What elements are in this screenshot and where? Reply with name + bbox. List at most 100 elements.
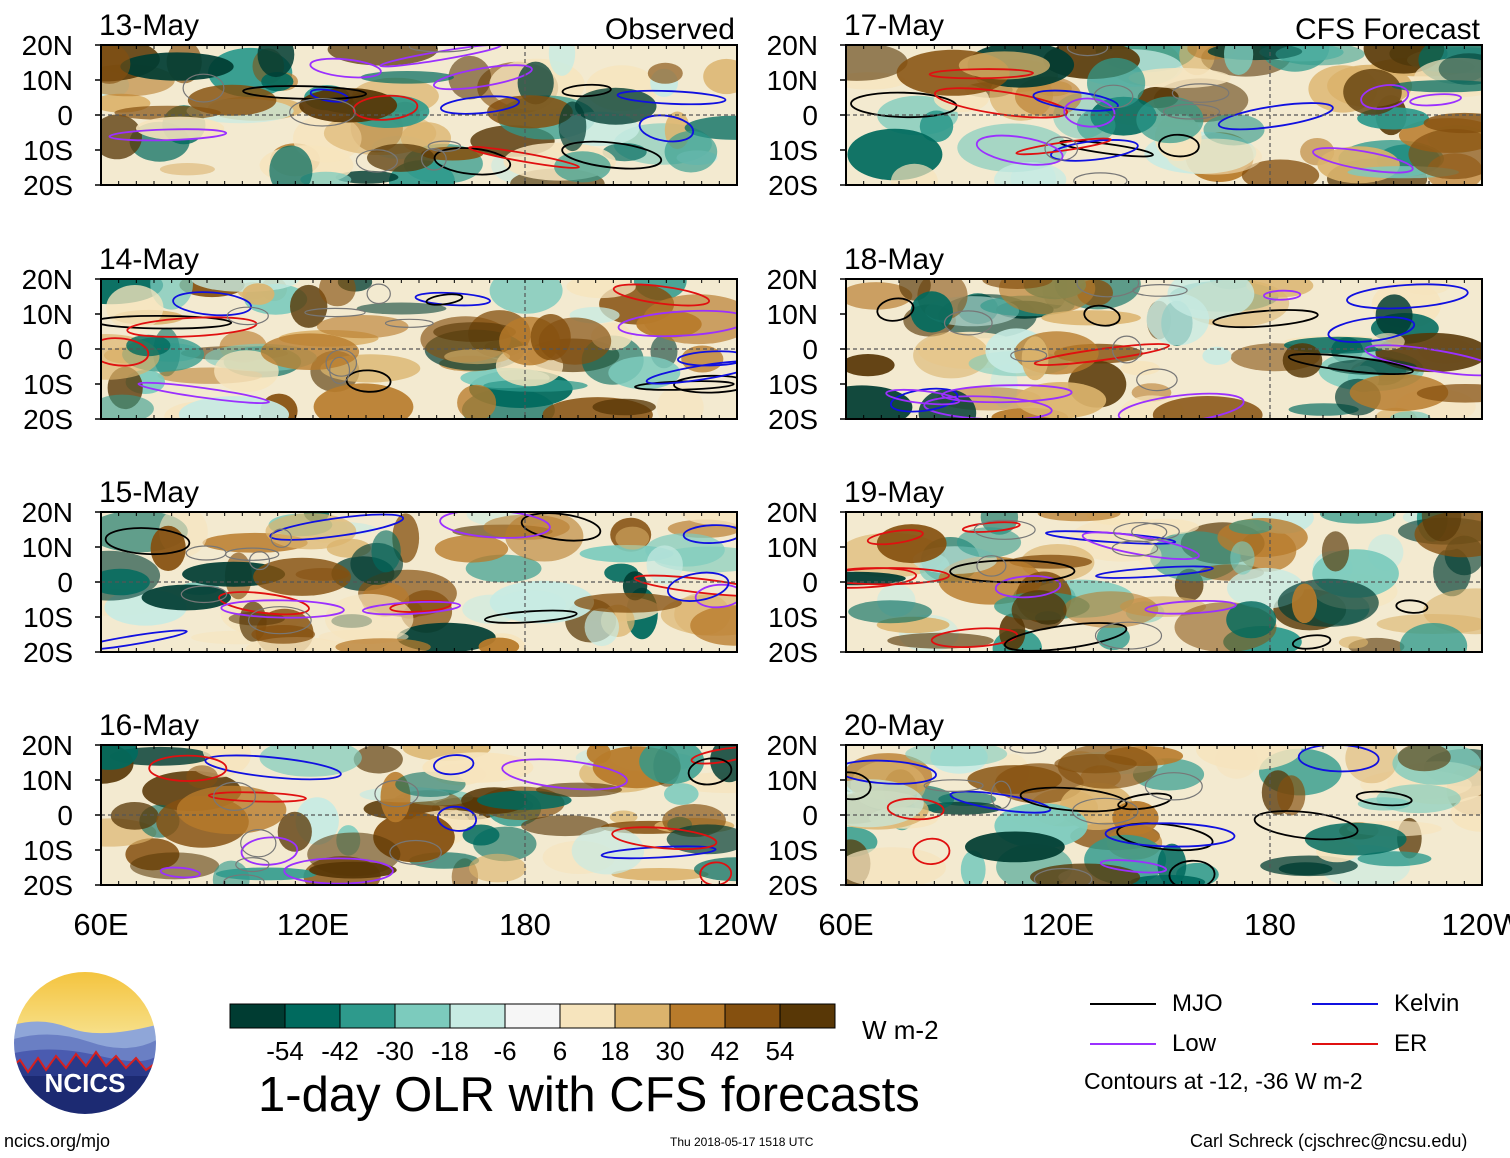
contour-line [561, 83, 612, 98]
coastline [976, 555, 1007, 577]
coastline [222, 874, 265, 885]
y-tick-label: 20S [23, 404, 73, 435]
contour-line [101, 337, 150, 367]
coastline [224, 547, 280, 561]
contour-line [1117, 792, 1173, 811]
olr-anomaly-blob [1282, 343, 1323, 378]
y-tick-label: 20S [23, 170, 73, 201]
olr-anomaly-blob [114, 105, 221, 120]
olr-anomaly-blob [353, 745, 403, 774]
coastline [427, 140, 462, 153]
coastline [990, 780, 1012, 810]
olr-anomaly-blob [1246, 279, 1314, 298]
contour-line [961, 521, 1021, 533]
coastline [226, 306, 269, 326]
olr-anomaly-blob [681, 512, 737, 526]
y-tick-label: 10N [767, 299, 818, 330]
y-tick-label: 20N [767, 30, 818, 61]
y-tick-label: 20N [767, 497, 818, 528]
contour-line [1050, 139, 1139, 162]
olr-anomaly-blob [186, 765, 219, 789]
olr-anomaly-blob [307, 832, 401, 877]
colorbar-label: 42 [711, 1036, 740, 1066]
olr-anomaly-blob [1041, 310, 1141, 326]
olr-anomaly-blob [887, 632, 994, 649]
coastline [1144, 772, 1203, 801]
contour-line [687, 757, 733, 786]
contour-line [1083, 304, 1121, 327]
olr-field [101, 512, 737, 652]
x-tick-label: 60E [818, 907, 873, 942]
colorbar-swatch [614, 1003, 671, 1029]
y-tick-label: 10S [768, 135, 818, 166]
colorbar-swatch [394, 1003, 451, 1029]
logo-text: NCICS [45, 1068, 126, 1098]
footer-url[interactable]: ncics.org/mjo [4, 1131, 111, 1151]
contour-line [885, 388, 961, 406]
olr-anomaly-blob [448, 55, 492, 100]
olr-anomaly-blob [1215, 745, 1258, 779]
coastline [973, 519, 1036, 540]
contour-line [930, 627, 1019, 648]
legend-er-swatch [1312, 1043, 1378, 1045]
contour-line [204, 754, 342, 781]
panel-date-label: 14-May [99, 243, 199, 276]
contour-line [242, 85, 367, 100]
olr-anomaly-blob [1146, 293, 1210, 346]
olr-anomaly-blob [1391, 80, 1482, 93]
contour-line [886, 797, 945, 821]
contour-line [1104, 822, 1236, 848]
contour-line [1212, 309, 1319, 329]
olr-anomaly-blob [919, 110, 954, 143]
colorbar-units: W m-2 [862, 1015, 939, 1045]
coastline [923, 779, 984, 792]
contour-line [101, 629, 188, 652]
colorbar-label: -42 [321, 1036, 359, 1066]
coastline [182, 73, 225, 103]
olr-anomaly-blob [319, 279, 356, 307]
olr-anomaly-blob [457, 384, 497, 419]
coastline [1044, 136, 1079, 161]
olr-anomaly-blob [1357, 851, 1432, 867]
y-tick-label: 10S [768, 835, 818, 866]
y-tick-label: 20N [22, 264, 73, 295]
panel-17-May: 17-May CFS Forecast 20N 10N 0 10S 20S [767, 9, 1483, 201]
contour-note: Contours at -12, -36 W m-2 [1084, 1068, 1363, 1094]
olr-anomaly-blob [469, 853, 527, 883]
y-tick-label: 10N [22, 532, 73, 563]
coastline [325, 349, 358, 377]
olr-anomaly-blob [101, 745, 138, 770]
olr-anomaly-blob [251, 625, 315, 644]
legend-low-swatch [1090, 1043, 1156, 1045]
contour-line [975, 134, 1064, 166]
x-tick-label: 120W [697, 907, 779, 942]
olr-anomaly-blob [548, 45, 576, 76]
legend-er: ER [1312, 1030, 1427, 1058]
olr-anomaly-blob [647, 62, 683, 84]
olr-field [101, 745, 737, 885]
olr-anomaly-blob [269, 145, 313, 185]
coastline [1073, 172, 1128, 185]
olr-anomaly-blob [956, 527, 1022, 558]
olr-anomaly-blob [434, 535, 509, 563]
olr-anomaly-blob [1167, 138, 1262, 175]
contour-line [414, 291, 491, 307]
contour-line [501, 758, 628, 791]
olr-anomaly-blob [1421, 512, 1462, 542]
chart-title: 1-day OLR with CFS forecasts [258, 1068, 920, 1122]
y-tick-label: 10N [22, 765, 73, 796]
colorbar-swatch [229, 1003, 286, 1029]
contour-line [436, 805, 478, 832]
legend-kelvin: Kelvin [1312, 990, 1459, 1018]
contour-line [104, 527, 191, 556]
contour-line [207, 791, 307, 803]
olr-anomaly-blob [106, 285, 164, 330]
olr-anomaly-blob [1063, 591, 1159, 628]
olr-anomaly-blob [690, 605, 737, 646]
colorbar-swatch [339, 1003, 396, 1029]
coastline [408, 45, 474, 53]
y-tick-label: 0 [802, 334, 818, 365]
coastline [240, 829, 277, 858]
olr-anomaly-blob [1057, 745, 1158, 789]
olr-field [846, 279, 1482, 419]
